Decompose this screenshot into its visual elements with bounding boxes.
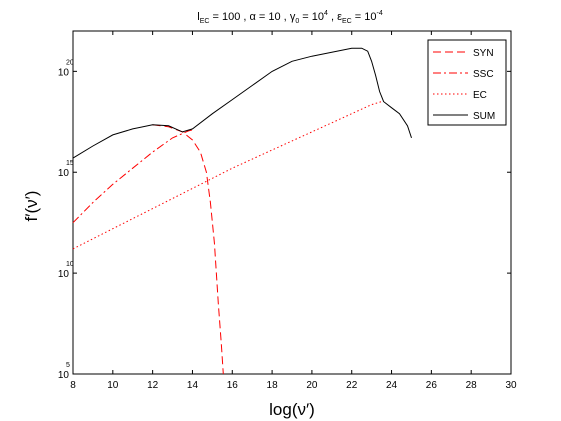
y-tick-label: 10 <box>58 67 70 78</box>
title-eps-sup: -4 <box>377 10 383 17</box>
title-l: l <box>197 11 199 23</box>
title-sep: , <box>328 11 337 23</box>
x-tick-label: 14 <box>187 380 199 391</box>
legend-label-sum: SUM <box>473 111 495 122</box>
series-ssc-line <box>72 129 193 224</box>
x-tick-label: 16 <box>227 380 239 391</box>
title-alpha: α = 10 , <box>250 11 290 23</box>
x-tick-label: 28 <box>466 380 478 391</box>
y-tick-label: 10 <box>58 168 70 179</box>
title-l-sub: EC <box>200 18 210 25</box>
title-gamma-sup: 4 <box>324 10 328 17</box>
title-l-eq: = 100 , <box>209 11 249 23</box>
series-layer <box>72 47 412 375</box>
y-tick-exponent: 5 <box>66 362 70 369</box>
x-tick-label: 22 <box>346 380 358 391</box>
x-tick-label: 18 <box>267 380 279 391</box>
x-tick-label: 10 <box>107 380 119 391</box>
legend-box <box>427 39 507 126</box>
y-tick-exponent: 15 <box>66 160 74 167</box>
y-tick-exponent: 10 <box>66 261 74 268</box>
x-tick-label: 30 <box>505 380 517 391</box>
y-tick-exponent: 20 <box>66 59 74 66</box>
title-eps: ε <box>337 11 342 23</box>
x-tick-label: 20 <box>306 380 318 391</box>
series-ec-line <box>72 101 382 250</box>
legend-label-ssc: SSC <box>473 69 494 80</box>
x-tick-label: 8 <box>70 380 76 391</box>
legend-label-syn: SYN <box>473 48 494 59</box>
title-eps-eq: = 10 <box>352 11 377 23</box>
plot-frame <box>72 30 512 375</box>
title-gamma-eq: = 10 <box>299 11 324 23</box>
x-axis-title: log(ν′) <box>269 400 315 419</box>
x-tick-label: 24 <box>386 380 398 391</box>
title-gamma: γ <box>290 11 296 23</box>
y-tick-label: 10 <box>58 370 70 381</box>
y-axis-title: f′(ν′) <box>22 191 41 222</box>
title-gamma-sub: 0 <box>295 18 299 25</box>
legend: SYN SSC EC SUM <box>427 39 507 126</box>
series-sum-line <box>72 47 412 159</box>
series-syn-line <box>152 124 224 375</box>
y-tick-label: 10 <box>58 269 70 280</box>
title-eps-sub: EC <box>342 18 352 25</box>
x-tick-label: 26 <box>426 380 438 391</box>
x-tick-label: 12 <box>147 380 159 391</box>
chart-title: lEC = 100 , α = 10 , γ0 = 104 , εEC = 10… <box>197 10 383 25</box>
legend-label-ec: EC <box>473 90 487 101</box>
